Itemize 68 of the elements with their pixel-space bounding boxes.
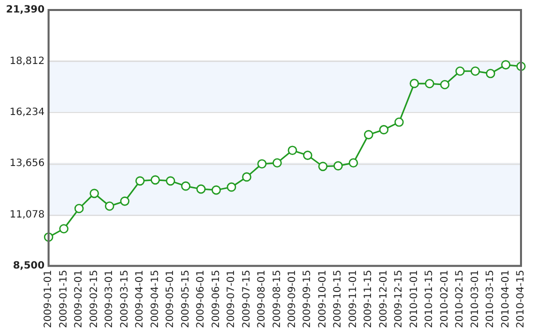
point bbox=[59, 224, 68, 234]
x-tick-label: 2009-11-15 bbox=[363, 270, 374, 328]
point bbox=[424, 79, 434, 88]
point bbox=[135, 176, 145, 186]
point bbox=[242, 172, 252, 182]
point bbox=[364, 130, 374, 140]
point bbox=[410, 78, 419, 88]
x-tick-label: 2009-01-15 bbox=[58, 270, 70, 328]
x-tick-label: 2009-01-01 bbox=[43, 270, 54, 328]
y-tick-label: 8,500 bbox=[12, 260, 45, 272]
x-tick-label: 2009-10-01 bbox=[317, 270, 328, 328]
x-tick-label: 2009-05-15 bbox=[180, 270, 192, 328]
x-tick-label: 2010-04-01 bbox=[500, 270, 512, 328]
y-tick-label: 16,234 bbox=[10, 106, 45, 118]
point bbox=[212, 185, 221, 195]
y-tick-label: 13,656 bbox=[10, 158, 45, 170]
x-tick-label: 2009-08-01 bbox=[256, 270, 268, 328]
point bbox=[379, 125, 388, 134]
x-tick-label: 2010-01-01 bbox=[408, 270, 420, 328]
x-tick-label: 2009-07-01 bbox=[226, 270, 238, 328]
x-tick-label: 2010-03-01 bbox=[470, 270, 481, 328]
point bbox=[501, 60, 510, 70]
x-tick-label: 2010-02-15 bbox=[454, 270, 466, 328]
point bbox=[150, 175, 160, 185]
x-tick-label: 2010-01-15 bbox=[424, 270, 436, 328]
x-tick-label: 2009-02-01 bbox=[74, 270, 85, 328]
x-tick-label: 2009-02-15 bbox=[88, 270, 100, 328]
point bbox=[486, 68, 496, 78]
x-tick-label: 2009-05-01 bbox=[165, 270, 176, 328]
x-tick-label: 2009-11-01 bbox=[348, 270, 359, 328]
x-tick-label: 2009-03-01 bbox=[104, 270, 116, 328]
point bbox=[120, 196, 130, 206]
point bbox=[104, 201, 114, 211]
x-tick-label: 2009-09-01 bbox=[287, 270, 298, 328]
point bbox=[181, 181, 190, 191]
y-tick-label: 11,078 bbox=[10, 209, 45, 220]
point bbox=[288, 146, 298, 155]
point bbox=[303, 150, 312, 160]
x-tick-label: 2009-08-15 bbox=[272, 270, 283, 328]
point bbox=[272, 158, 282, 168]
x-tick-label: 2009-04-01 bbox=[134, 270, 146, 328]
x-tick-label: 2009-06-01 bbox=[196, 270, 207, 328]
point bbox=[74, 204, 84, 214]
point bbox=[226, 182, 236, 192]
x-tick-label: 2009-12-15 bbox=[394, 270, 405, 328]
x-tick-label: 2009-07-15 bbox=[241, 270, 252, 328]
x-tick-label: 2009-09-15 bbox=[302, 270, 314, 328]
point bbox=[333, 161, 343, 170]
point bbox=[196, 184, 206, 194]
point bbox=[394, 118, 404, 127]
x-tick-label: 2009-04-15 bbox=[150, 270, 161, 328]
point bbox=[455, 66, 465, 76]
x-tick-label: 2009-10-15 bbox=[332, 270, 344, 328]
point bbox=[90, 188, 99, 198]
x-tick-label: 2010-03-15 bbox=[485, 270, 496, 328]
point bbox=[470, 66, 480, 76]
point bbox=[166, 176, 176, 186]
point bbox=[257, 159, 267, 168]
x-tick-label: 2010-02-01 bbox=[439, 270, 450, 328]
y-tick-label: 18,812 bbox=[10, 56, 45, 67]
x-tick-label: 2009-03-15 bbox=[119, 270, 130, 328]
x-tick-label: 2009-12-01 bbox=[378, 270, 390, 328]
point bbox=[440, 80, 450, 90]
point bbox=[348, 158, 358, 168]
x-tick-label: 2010-04-15 bbox=[516, 270, 527, 328]
point bbox=[318, 162, 328, 172]
x-tick-label: 2009-06-15 bbox=[210, 270, 222, 328]
y-tick-label: 21,390 bbox=[6, 4, 45, 16]
